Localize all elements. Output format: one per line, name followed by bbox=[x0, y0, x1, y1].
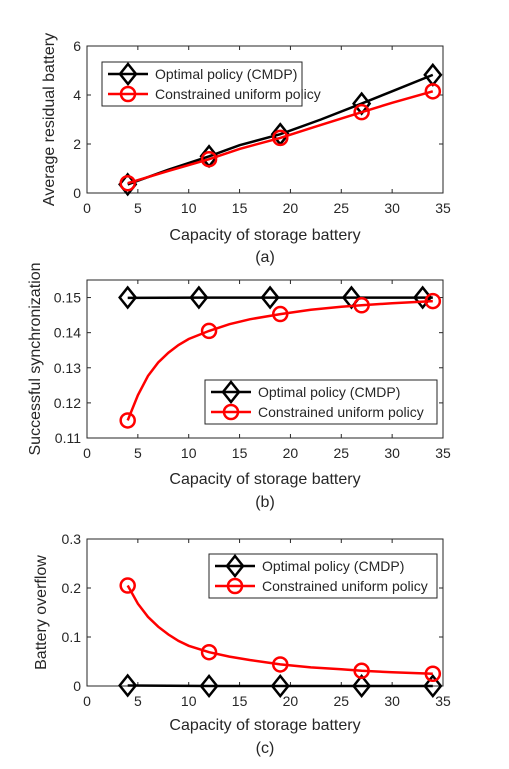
y-tick-label: 0.1 bbox=[62, 629, 82, 645]
series-line-1 bbox=[126, 299, 433, 421]
x-tick-label: 25 bbox=[333, 693, 349, 709]
panel-2: 0 5 10 15 20 25 30 35 0 0.1 0.2 0.3 Optimal policy (… bbox=[33, 531, 451, 757]
legend-label: Optimal policy (CMDP) bbox=[262, 558, 404, 574]
data-point bbox=[118, 673, 138, 698]
series-line-1 bbox=[126, 584, 433, 676]
x-tick-label: 20 bbox=[283, 693, 299, 709]
legend-marker bbox=[119, 85, 137, 103]
y-tick-label: 4 bbox=[73, 87, 81, 103]
x-tick-label: 25 bbox=[333, 445, 349, 461]
y-tick-label: 0.15 bbox=[54, 290, 81, 306]
x-tick-label: 20 bbox=[283, 200, 299, 216]
x-tick-label: 30 bbox=[384, 445, 400, 461]
panel-caption: (b) bbox=[255, 494, 275, 511]
y-tick-label: 0.11 bbox=[55, 430, 81, 446]
data-point bbox=[413, 285, 433, 310]
series-line-0 bbox=[127, 684, 433, 688]
data-point bbox=[423, 673, 443, 699]
data-point bbox=[270, 673, 290, 699]
legend-box bbox=[208, 553, 438, 599]
axes-box bbox=[86, 279, 444, 439]
axes-box bbox=[86, 45, 444, 194]
legend-label: Constrained uniform policy bbox=[262, 578, 428, 594]
data-point bbox=[352, 673, 372, 699]
x-tick-label: 30 bbox=[384, 693, 400, 709]
x-tick-label: 35 bbox=[435, 200, 451, 216]
x-tick-label: 35 bbox=[435, 445, 451, 461]
data-point bbox=[119, 174, 136, 192]
panel-caption: (c) bbox=[256, 740, 275, 757]
y-tick-label: 0 bbox=[73, 678, 81, 694]
x-axis-label: Capacity of storage battery bbox=[169, 471, 360, 488]
x-axis-label: Capacity of storage battery bbox=[169, 717, 360, 734]
x-tick-label: 30 bbox=[384, 200, 400, 216]
y-tick-label: 0.14 bbox=[54, 325, 81, 341]
legend-label: Constrained uniform policy bbox=[155, 86, 321, 102]
x-tick-label: 15 bbox=[232, 445, 248, 461]
x-tick-label: 10 bbox=[181, 445, 197, 461]
y-tick-label: 0.13 bbox=[54, 360, 81, 376]
data-point bbox=[199, 673, 219, 699]
panel-0: 0 5 10 15 20 25 30 35 0 2 4 6 Optimal policy (CMDP) C… bbox=[41, 33, 451, 266]
y-tick-label: 0.2 bbox=[62, 580, 82, 596]
data-point bbox=[200, 322, 218, 340]
x-tick-label: 0 bbox=[83, 200, 91, 216]
y-tick-label: 2 bbox=[73, 136, 81, 152]
data-point bbox=[424, 83, 442, 100]
y-axis-label: Battery overflow bbox=[33, 555, 50, 670]
data-point bbox=[353, 297, 370, 314]
x-tick-label: 15 bbox=[232, 693, 248, 709]
x-tick-label: 5 bbox=[134, 445, 142, 461]
data-point bbox=[189, 285, 209, 310]
y-tick-label: 6 bbox=[73, 38, 81, 54]
data-point bbox=[119, 577, 136, 594]
data-point bbox=[352, 91, 372, 116]
data-point bbox=[119, 412, 136, 429]
data-point bbox=[424, 292, 442, 310]
data-point bbox=[353, 662, 370, 680]
legend-marker bbox=[226, 577, 244, 595]
x-tick-label: 20 bbox=[283, 445, 299, 461]
data-point bbox=[200, 643, 218, 661]
y-axis-label: Average residual battery bbox=[41, 33, 58, 206]
legend-box bbox=[101, 61, 303, 107]
y-tick-label: 0 bbox=[73, 185, 81, 201]
x-tick-label: 15 bbox=[232, 200, 248, 216]
panel-caption: (a) bbox=[255, 249, 275, 266]
x-tick-label: 5 bbox=[134, 693, 142, 709]
legend-marker bbox=[225, 553, 245, 579]
legend-box bbox=[204, 379, 438, 425]
y-axis-label: Successful synchronization bbox=[27, 263, 44, 456]
x-tick-label: 10 bbox=[181, 693, 197, 709]
x-tick-label: 35 bbox=[435, 693, 451, 709]
x-axis-label: Capacity of storage battery bbox=[169, 227, 360, 244]
data-point bbox=[260, 285, 280, 310]
series-line-0 bbox=[127, 73, 434, 186]
x-tick-label: 10 bbox=[181, 200, 197, 216]
legend-marker bbox=[221, 379, 241, 405]
legend-marker bbox=[222, 403, 240, 421]
x-tick-label: 0 bbox=[83, 693, 91, 709]
legend-label: Optimal policy (CMDP) bbox=[258, 384, 400, 400]
x-tick-label: 25 bbox=[333, 200, 349, 216]
data-point bbox=[272, 656, 289, 673]
data-point bbox=[423, 62, 443, 87]
data-point bbox=[353, 103, 370, 121]
x-tick-label: 5 bbox=[134, 200, 142, 216]
legend-label: Optimal policy (CMDP) bbox=[155, 66, 297, 82]
legend-marker bbox=[118, 61, 138, 87]
data-point bbox=[118, 285, 138, 310]
y-tick-label: 0.3 bbox=[62, 531, 82, 547]
x-tick-label: 0 bbox=[83, 445, 91, 461]
panel-1: 0 5 10 15 20 25 30 35 0.11 0.12 0.13 0.14 0.15 Optima… bbox=[27, 263, 451, 511]
data-point bbox=[341, 285, 362, 310]
data-point bbox=[272, 129, 289, 147]
data-point bbox=[200, 150, 218, 168]
series-line-1 bbox=[127, 90, 434, 185]
data-point bbox=[272, 305, 289, 323]
y-tick-label: 0.12 bbox=[54, 395, 81, 411]
legend-label: Constrained uniform policy bbox=[258, 404, 424, 420]
data-point bbox=[424, 665, 442, 682]
